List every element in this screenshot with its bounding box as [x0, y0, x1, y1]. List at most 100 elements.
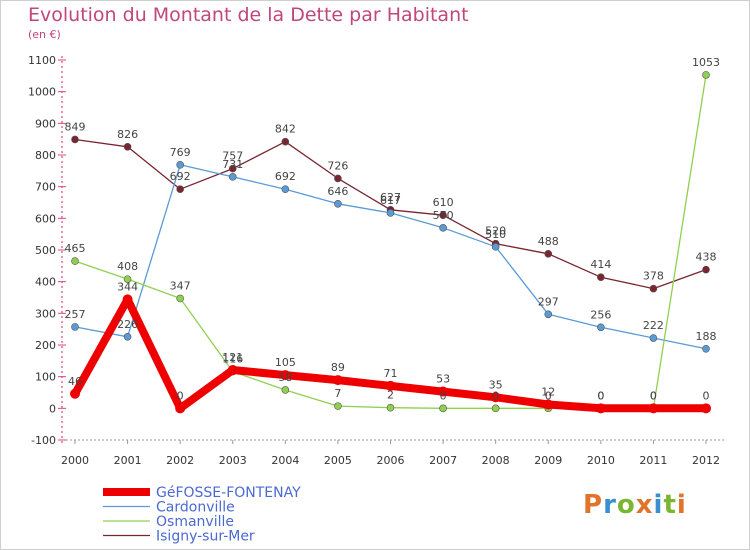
x-tick-label: 2004	[271, 454, 299, 467]
data-label: 510	[485, 228, 506, 241]
data-label: 0	[597, 389, 604, 402]
legend-label: Cardonville	[156, 500, 235, 516]
x-tick-label: 2012	[692, 454, 720, 467]
data-label: 2	[387, 389, 394, 402]
x-tick-label: 2003	[219, 454, 247, 467]
data-point	[71, 323, 79, 331]
data-point	[491, 243, 500, 251]
data-point	[439, 224, 447, 232]
data-point	[70, 388, 80, 399]
y-tick-label: 500	[35, 244, 56, 257]
x-tick-label: 2002	[166, 454, 194, 467]
data-label: 46	[68, 375, 82, 388]
data-point	[123, 332, 132, 341]
data-point	[544, 250, 553, 258]
data-label: 842	[275, 123, 296, 136]
data-point	[334, 402, 342, 410]
data-label: 692	[170, 170, 191, 183]
data-label: 726	[327, 159, 348, 172]
x-tick-label: 2011	[639, 454, 667, 467]
data-label: 610	[433, 196, 454, 209]
axes: -100010020030040050060070080090010001100…	[28, 54, 726, 467]
data-label: 0	[492, 389, 499, 402]
y-tick-label: 900	[35, 117, 56, 130]
data-label: 757	[222, 150, 243, 163]
data-point	[228, 164, 237, 173]
data-point	[701, 403, 711, 414]
data-point	[175, 403, 186, 414]
data-point	[332, 375, 343, 386]
data-label: 35	[489, 378, 503, 391]
data-label: 0	[440, 389, 447, 402]
data-label: 116	[222, 353, 243, 366]
data-label: 226	[117, 318, 138, 331]
legend: GéFOSSE-FONTENAYCardonvilleOsmanvilleIsi…	[103, 485, 301, 545]
data-point	[280, 370, 291, 381]
data-point	[490, 392, 501, 403]
data-point	[71, 257, 79, 265]
data-label: 769	[170, 146, 191, 159]
data-labels: 849 826 692 757 842 726 627 610 520 488 414 378 438 2…	[65, 56, 721, 402]
data-point	[595, 403, 606, 414]
data-point	[386, 209, 395, 217]
logo-letter: i	[676, 490, 687, 520]
data-label: 1053	[692, 56, 720, 69]
data-point	[597, 273, 605, 282]
y-tick-label: -100	[31, 434, 56, 447]
data-point	[228, 173, 237, 181]
x-tick-label: 2010	[587, 454, 615, 467]
data-point	[227, 365, 238, 376]
data-label: 438	[696, 251, 717, 264]
data-label: 849	[65, 120, 86, 133]
logo-letter: x	[635, 490, 654, 520]
data-point	[491, 404, 500, 413]
data-point	[385, 380, 396, 391]
y-tick-label: 600	[35, 212, 56, 225]
data-label: 646	[327, 185, 348, 198]
data-point	[281, 386, 290, 394]
chart-title: Evolution du Montant de la Dette par Hab…	[28, 4, 469, 26]
data-label: 0	[177, 389, 184, 402]
data-point	[649, 284, 658, 293]
logo-letter: o	[616, 490, 636, 520]
data-label: 58	[278, 371, 292, 384]
series-line	[74, 74, 707, 409]
data-point	[122, 294, 133, 305]
logo-letter: P	[583, 490, 604, 520]
data-label: 53	[436, 373, 450, 386]
data-label: 7	[334, 387, 341, 400]
data-label: 692	[275, 170, 296, 183]
y-tick-label: 300	[35, 307, 56, 320]
data-label: 105	[275, 356, 296, 369]
data-point	[438, 386, 449, 397]
data-point	[176, 294, 184, 303]
series-lines	[70, 71, 711, 414]
data-label: 297	[538, 295, 559, 308]
data-label: 89	[331, 361, 345, 374]
x-tick-label: 2005	[324, 454, 352, 467]
data-label: 627	[380, 191, 401, 204]
data-label: 408	[117, 260, 138, 273]
proxiti-logo: Proxiti	[583, 490, 687, 520]
logo-letter: t	[663, 490, 677, 520]
y-tick-label: 100	[35, 371, 56, 384]
logo-letter: r	[603, 490, 617, 520]
y-tick-label: 200	[35, 339, 56, 352]
x-tick-label: 2006	[377, 454, 405, 467]
data-label: 488	[538, 235, 559, 248]
logo-letter: i	[653, 490, 664, 520]
data-point	[123, 142, 132, 151]
x-tick-label: 2000	[61, 454, 89, 467]
data-label: 222	[643, 319, 664, 332]
data-point	[439, 404, 447, 413]
unit-label: (en €)	[28, 28, 61, 41]
data-point	[123, 275, 132, 283]
data-label: 0	[597, 389, 604, 402]
data-label: 570	[433, 209, 454, 222]
x-tick-label: 2009	[534, 454, 562, 467]
data-point	[702, 71, 710, 79]
data-point	[281, 137, 290, 146]
data-label: 826	[117, 128, 138, 141]
y-tick-label: 0	[49, 402, 56, 415]
